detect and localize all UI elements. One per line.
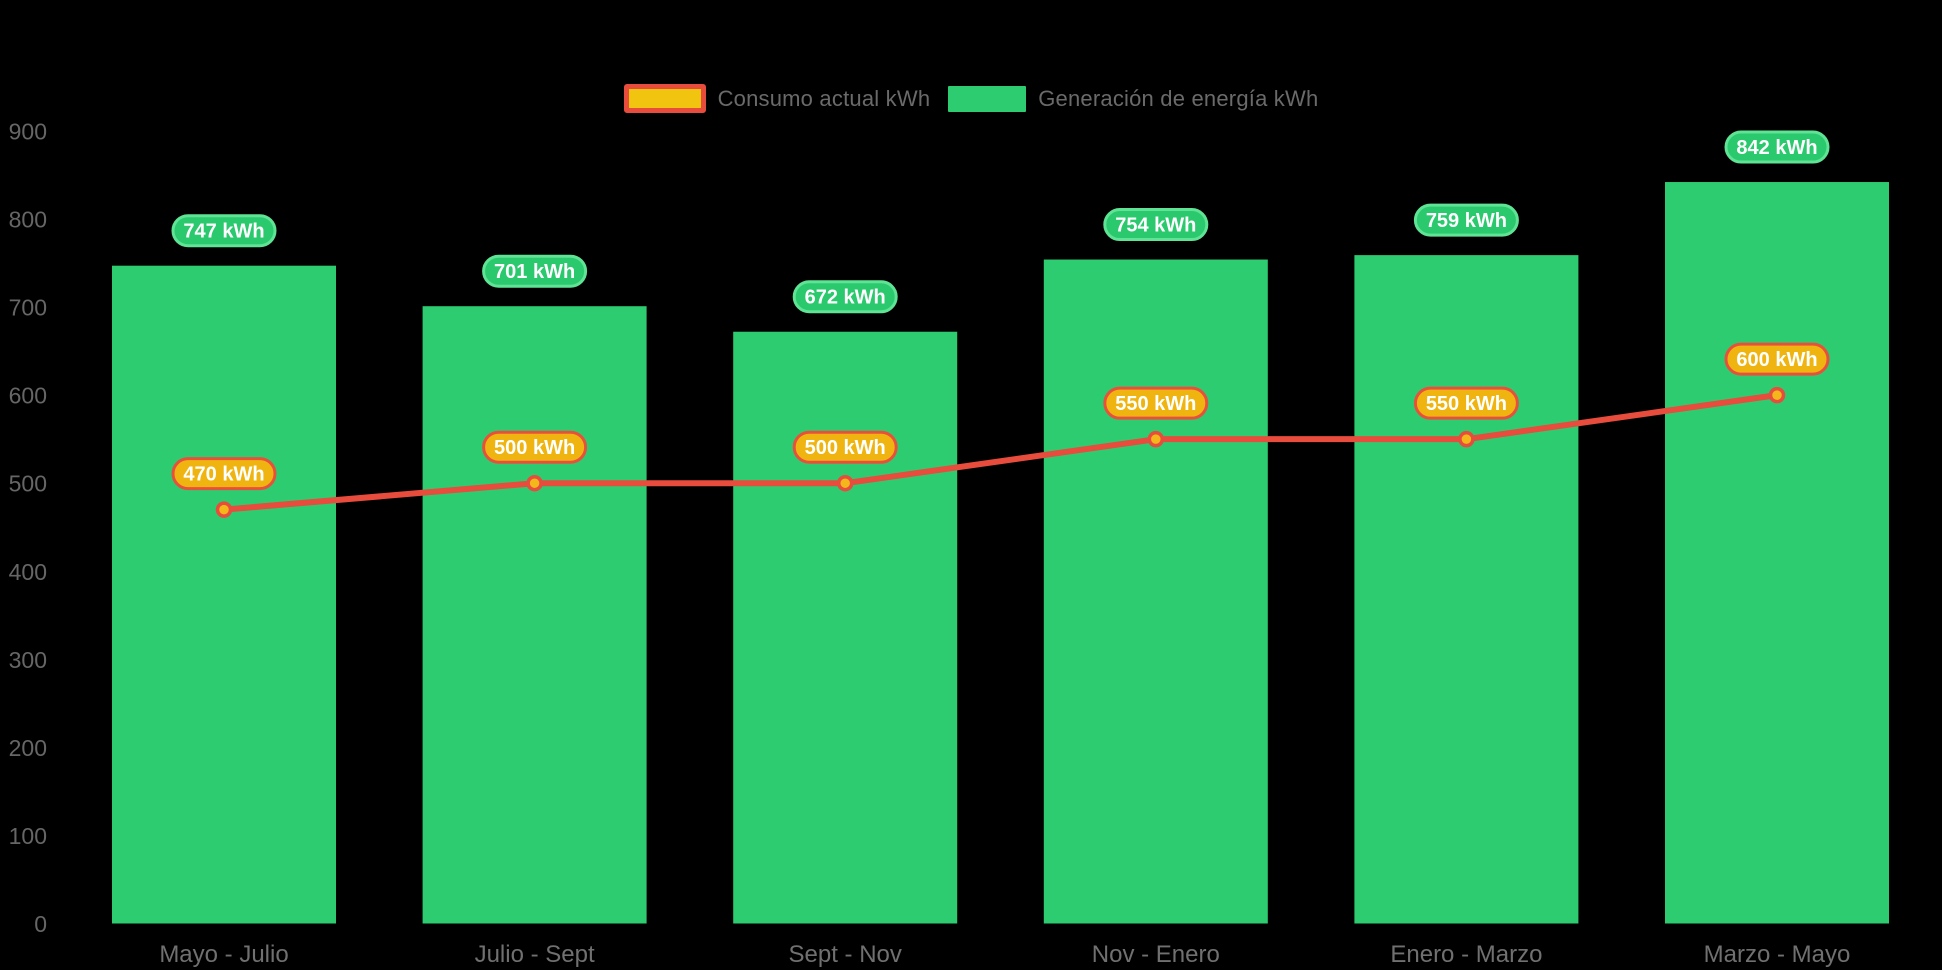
consumption-line [221, 392, 1780, 513]
line-value-badge [1103, 386, 1209, 420]
legend-item-generacion[interactable]: Generación de energía kWh [948, 85, 1319, 112]
bar-value-badge-label: 842 kWh [1736, 137, 1817, 159]
x-axis-category-label: Julio - Sept [475, 941, 595, 968]
legend-swatch-line-series [623, 84, 706, 113]
chart-legend: Consumo actual kWh Generación de energía… [0, 84, 1942, 113]
generation-bar [1043, 259, 1268, 924]
line-value-badge [482, 430, 588, 464]
bar-value-badge-label: 759 kWh [1426, 210, 1507, 232]
generation-bar [112, 265, 336, 924]
line-point-marker [836, 474, 854, 492]
bar-value-badge-label: 754 kWh [1115, 215, 1196, 237]
bar-value-badge-label: 701 kWh [494, 261, 575, 283]
y-axis-tick-label: 100 [9, 823, 47, 849]
line-value-badge [792, 430, 898, 464]
line-value-badge [1413, 386, 1519, 420]
x-axis-category-label: Enero - Marzo [1390, 941, 1542, 968]
bar-value-badge-label: 747 kWh [183, 221, 264, 243]
line-value-badge [171, 457, 277, 491]
y-axis-tick-label: 0 [34, 911, 47, 937]
legend-label-consumo-actual: Consumo actual kWh [717, 85, 931, 111]
x-axis-category-label: Marzo - Mayo [1704, 941, 1851, 968]
bar-value-badge [1103, 208, 1209, 242]
line-value-badge-label: 550 kWh [1426, 393, 1507, 415]
line-point-marker [526, 474, 543, 492]
y-axis-tick-label: 500 [9, 471, 47, 497]
line-point-marker [1458, 430, 1475, 448]
line-value-badge-label: 600 kWh [1736, 349, 1817, 371]
y-axis-tick-label: 700 [9, 295, 47, 321]
y-axis-tick-label: 900 [9, 118, 47, 144]
generation-bar [422, 306, 647, 924]
generation-bar [733, 331, 958, 924]
bar-value-badge [1413, 203, 1519, 237]
y-axis-tick-label: 800 [9, 207, 47, 233]
bar-value-badge-label: 672 kWh [805, 287, 886, 309]
x-axis-category-label: Mayo - Julio [159, 941, 288, 968]
y-axis-tick-label: 600 [9, 383, 47, 409]
generation-bar [1354, 255, 1579, 924]
x-axis-category-label: Sept - Nov [789, 941, 902, 968]
legend-swatch-bar-series [948, 85, 1027, 112]
line-value-badge-label: 470 kWh [183, 464, 264, 486]
line-value-badge [1724, 342, 1830, 376]
line-point-marker [1147, 430, 1165, 448]
line-value-badge-label: 500 kWh [494, 437, 575, 459]
y-axis-tick-label: 300 [9, 647, 47, 673]
bar-value-badge [482, 254, 588, 288]
legend-item-consumo-actual[interactable]: Consumo actual kWh [623, 84, 931, 113]
line-point-marker [215, 501, 233, 518]
generation-bar [1665, 182, 1889, 924]
bar-value-badge [1724, 130, 1830, 164]
bar-value-badge [792, 280, 898, 314]
line-value-badge-label: 550 kWh [1115, 393, 1196, 415]
bar-value-badge [171, 214, 277, 248]
y-axis-tick-label: 400 [9, 559, 47, 585]
y-axis-tick-label: 200 [9, 735, 47, 761]
x-axis-category-label: Nov - Enero [1092, 941, 1220, 968]
line-point-marker [1768, 386, 1786, 404]
legend-label-generacion: Generación de energía kWh [1038, 85, 1319, 111]
line-value-badge-label: 500 kWh [805, 437, 886, 459]
